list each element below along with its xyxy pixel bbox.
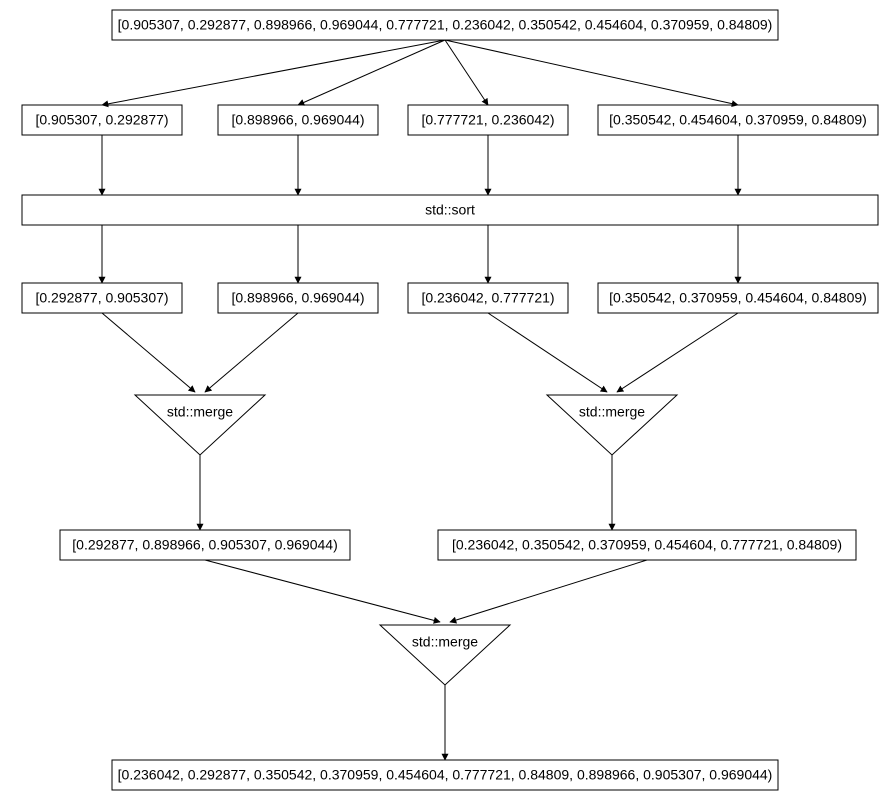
node-final: [0.236042, 0.292877, 0.350542, 0.370959,…: [112, 760, 778, 790]
node-label: [0.898966, 0.969044): [231, 112, 364, 128]
node-label: [0.350542, 0.370959, 0.454604, 0.84809): [609, 290, 867, 306]
node-label: std::merge: [167, 404, 233, 420]
node-sorted4: [0.350542, 0.370959, 0.454604, 0.84809): [598, 283, 878, 313]
edge: [205, 313, 298, 392]
node-label: [0.236042, 0.350542, 0.370959, 0.454604,…: [452, 537, 842, 553]
flowchart-canvas: [0.905307, 0.292877, 0.898966, 0.969044,…: [0, 0, 890, 802]
node-label: [0.777721, 0.236042): [421, 112, 554, 128]
node-label: [0.292877, 0.898966, 0.905307, 0.969044): [72, 537, 337, 553]
node-label: [0.292877, 0.905307): [35, 290, 168, 306]
node-merge1: std::merge: [135, 395, 265, 455]
node-split2: [0.898966, 0.969044): [218, 105, 378, 135]
node-label: std::sort: [425, 202, 475, 218]
node-merge3: std::merge: [380, 625, 510, 685]
node-merged2: [0.236042, 0.350542, 0.370959, 0.454604,…: [438, 530, 856, 560]
node-sorted1: [0.292877, 0.905307): [22, 283, 182, 313]
node-label: [0.898966, 0.969044): [231, 290, 364, 306]
node-sorted2: [0.898966, 0.969044): [218, 283, 378, 313]
edge: [445, 40, 738, 105]
node-label: std::merge: [412, 634, 478, 650]
edge: [205, 560, 440, 622]
edge: [488, 313, 607, 392]
node-split1: [0.905307, 0.292877): [22, 105, 182, 135]
edge: [102, 40, 445, 105]
node-label: [0.905307, 0.292877, 0.898966, 0.969044,…: [118, 17, 773, 33]
edge: [102, 313, 195, 392]
edge: [617, 313, 738, 392]
node-root: [0.905307, 0.292877, 0.898966, 0.969044,…: [112, 10, 778, 40]
node-label: [0.236042, 0.292877, 0.350542, 0.370959,…: [118, 767, 773, 783]
node-merged1: [0.292877, 0.898966, 0.905307, 0.969044): [60, 530, 350, 560]
node-sort: std::sort: [22, 195, 878, 225]
edge: [298, 40, 445, 105]
node-label: [0.350542, 0.454604, 0.370959, 0.84809): [609, 112, 867, 128]
node-split3: [0.777721, 0.236042): [408, 105, 568, 135]
node-split4: [0.350542, 0.454604, 0.370959, 0.84809): [598, 105, 878, 135]
node-label: [0.905307, 0.292877): [35, 112, 168, 128]
node-merge2: std::merge: [547, 395, 677, 455]
edge: [450, 560, 647, 622]
node-label: std::merge: [579, 404, 645, 420]
edge: [445, 40, 488, 105]
node-label: [0.236042, 0.777721): [421, 290, 554, 306]
node-sorted3: [0.236042, 0.777721): [408, 283, 568, 313]
